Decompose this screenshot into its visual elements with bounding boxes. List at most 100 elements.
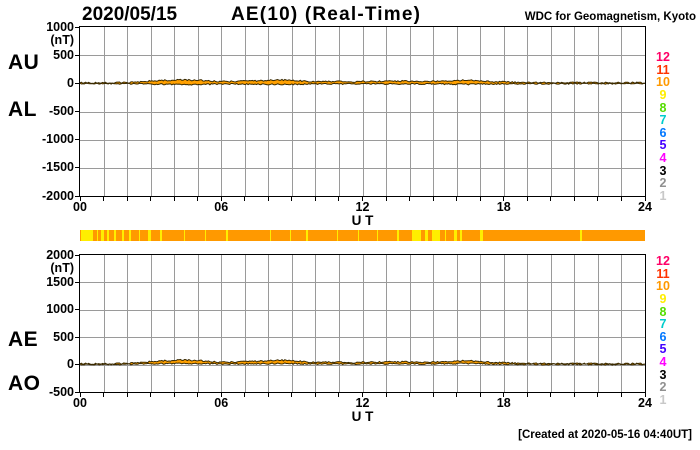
station-count-segment	[183, 230, 186, 241]
x-tick	[150, 197, 152, 201]
y-tick	[75, 254, 80, 256]
x-tick-label: 12	[355, 200, 370, 214]
station-count-legend-item: 2	[659, 380, 667, 395]
x-tick	[79, 197, 81, 201]
station-count-segment	[148, 230, 151, 241]
x-tick	[126, 393, 128, 397]
x-tick	[456, 393, 458, 397]
station-count-segment	[96, 230, 99, 241]
x-tick	[385, 393, 387, 397]
x-tick	[338, 197, 340, 201]
station-count-legend-item: 3	[659, 163, 667, 178]
station-count-segment	[107, 230, 109, 241]
station-count-segment	[460, 230, 462, 241]
station-count-legend-item: 4	[659, 151, 667, 166]
y-tick	[75, 139, 80, 141]
station-count-legend-item: 7	[659, 113, 667, 128]
station-count-legend-item: 3	[659, 367, 667, 382]
x-tick-label: 00	[73, 200, 87, 214]
station-count-legend-item: 1	[659, 189, 667, 204]
x-tick	[597, 197, 599, 201]
station-count-segment	[376, 230, 379, 241]
station-count-segment	[306, 230, 309, 241]
y-tick	[75, 336, 80, 338]
plot-date: 2020/05/15	[82, 4, 178, 25]
y-tick-label: -1500	[42, 160, 74, 175]
x-tick-label: 24	[638, 200, 652, 214]
x-tick	[338, 393, 340, 397]
station-count-legend-item: 6	[659, 125, 667, 140]
station-count-segment	[424, 230, 428, 241]
x-tick	[573, 393, 575, 397]
ae-ao-plot-area	[79, 254, 646, 393]
station-count-segment	[580, 230, 582, 241]
x-tick	[197, 197, 199, 201]
station-count-segment	[204, 230, 207, 241]
x-tick	[291, 393, 293, 397]
x-tick	[150, 393, 152, 397]
y-tick-label: -500	[48, 384, 74, 399]
x-tick	[526, 197, 528, 201]
x-tick-label: 24	[638, 396, 652, 410]
x-tick	[479, 197, 481, 201]
x-tick	[314, 197, 316, 201]
x-tick	[362, 393, 363, 397]
x-tick	[409, 197, 411, 201]
x-tick	[197, 393, 199, 397]
station-count-segment	[269, 230, 272, 241]
station-count-legend-item: 1	[659, 393, 667, 408]
x-tick	[479, 393, 481, 397]
x-tick	[597, 393, 599, 397]
station-count-legend-item: 5	[659, 138, 667, 153]
x-tick	[291, 197, 293, 201]
x-tick	[267, 393, 269, 397]
y-tick	[75, 111, 80, 112]
y-tick	[75, 54, 80, 56]
x-tick	[220, 197, 222, 201]
x-tick	[620, 393, 622, 397]
y-tick-label: -500	[48, 104, 74, 118]
x-tick	[103, 197, 105, 201]
x-tick	[79, 393, 81, 397]
x-tick	[126, 197, 128, 201]
y-tick-label: 0	[67, 75, 74, 90]
plot-title: AE(10) (Real-Time)	[231, 4, 422, 25]
y-tick	[75, 195, 80, 197]
x-tick	[550, 197, 552, 201]
station-count-legend-item: 5	[659, 342, 667, 357]
station-count-segment	[431, 230, 441, 241]
station-count-legend-item: 8	[659, 100, 667, 115]
y-tick-label: 1000	[46, 302, 74, 317]
al-index-label: AL	[8, 98, 37, 121]
x-tick	[503, 393, 505, 397]
y-tick	[75, 82, 80, 84]
y-tick	[75, 364, 80, 366]
y-tick-label: 0	[67, 357, 74, 372]
x-tick	[526, 393, 528, 397]
y-tick	[75, 26, 80, 28]
x-tick	[244, 393, 246, 397]
data-source: WDC for Geomagnetism, Kyoto	[524, 11, 696, 23]
x-tick	[573, 197, 575, 201]
station-count-segment	[226, 230, 228, 241]
y-tick-label: 1500	[46, 274, 74, 289]
station-count-legend-item: 11	[656, 266, 670, 281]
station-count-segment	[101, 230, 104, 241]
station-count-segment	[480, 230, 483, 241]
station-count-segment	[114, 230, 117, 241]
x-tick-label: 00	[73, 396, 87, 410]
station-count-legend-item: 9	[659, 291, 667, 306]
station-count-segment	[336, 230, 339, 241]
station-count-segment	[396, 230, 399, 241]
x-tick	[432, 197, 434, 201]
x-tick-label: 18	[496, 396, 511, 410]
x-tick	[503, 197, 505, 201]
au-index-label: AU	[8, 51, 40, 74]
x-tick	[314, 393, 316, 397]
y-axis-unit-label: (nT)	[50, 33, 74, 47]
station-count-segment	[289, 230, 292, 241]
x-tick	[644, 197, 646, 201]
x-tick	[220, 393, 222, 397]
y-tick	[75, 309, 80, 311]
station-count-legend-item: 8	[659, 304, 667, 319]
